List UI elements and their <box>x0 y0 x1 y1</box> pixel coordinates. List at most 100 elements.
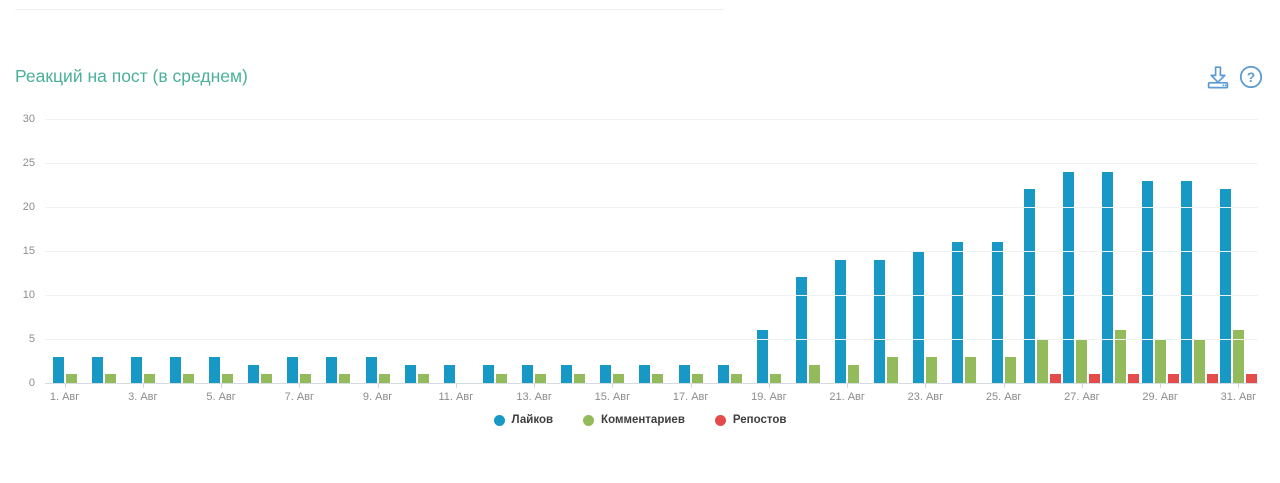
bar-комментариев-day-6[interactable] <box>261 374 273 383</box>
bar-репостов-day-30[interactable] <box>1206 374 1218 383</box>
bar-комментариев-day-8[interactable] <box>339 374 351 383</box>
bar-лайков-day-21[interactable] <box>835 259 847 383</box>
bar-комментариев-day-31[interactable] <box>1232 330 1244 383</box>
bar-репостов-day-26[interactable] <box>1050 374 1062 383</box>
legend-item-лайков[interactable]: Лайков <box>493 414 554 426</box>
bar-комментариев-day-29[interactable] <box>1154 339 1166 383</box>
bar-лайков-day-1[interactable] <box>52 356 64 383</box>
x-axis-label: 31. Авг <box>1220 391 1257 403</box>
bar-лайков-day-28[interactable] <box>1102 171 1114 383</box>
bar-комментариев-day-30[interactable] <box>1193 339 1205 383</box>
chart-title: Реакций на пост (в среднем) <box>15 66 248 86</box>
bar-комментариев-day-4[interactable] <box>182 374 194 383</box>
x-axis-tick <box>690 383 692 388</box>
bar-лайков-day-14[interactable] <box>561 365 573 383</box>
legend-label: Лайков <box>511 414 554 426</box>
bar-комментариев-day-28[interactable] <box>1115 330 1127 383</box>
bar-комментариев-day-23[interactable] <box>926 356 938 383</box>
bar-group-day-19 <box>749 119 788 383</box>
bar-комментариев-day-3[interactable] <box>143 374 155 383</box>
x-axis-label: 11. Авг <box>438 391 474 403</box>
bar-комментариев-day-17[interactable] <box>691 374 703 383</box>
bar-group-day-5 <box>202 119 241 383</box>
bar-лайков-day-19[interactable] <box>756 330 768 383</box>
bar-комментариев-day-25[interactable] <box>1004 356 1016 383</box>
bar-лайков-day-13[interactable] <box>522 365 534 383</box>
bar-лайков-day-27[interactable] <box>1063 171 1075 383</box>
bar-лайков-day-11[interactable] <box>443 365 455 383</box>
bar-комментариев-day-14[interactable] <box>574 374 586 383</box>
bar-лайков-day-9[interactable] <box>365 356 377 383</box>
bar-комментариев-day-24[interactable] <box>965 356 977 383</box>
bar-group-day-23 <box>906 119 945 383</box>
bar-лайков-day-23[interactable] <box>913 251 925 383</box>
y-axis-label: 30 <box>22 113 35 125</box>
bar-лайков-day-29[interactable] <box>1141 180 1153 383</box>
bar-group-day-26 <box>1023 119 1062 383</box>
legend-label: Комментариев <box>601 414 685 426</box>
bar-лайков-day-6[interactable] <box>248 365 260 383</box>
bar-комментариев-day-18[interactable] <box>730 374 742 383</box>
bar-лайков-day-5[interactable] <box>209 356 221 383</box>
download-icon[interactable] <box>1205 64 1231 90</box>
bar-лайков-day-20[interactable] <box>795 277 807 383</box>
bar-лайков-day-8[interactable] <box>326 356 338 383</box>
bar-лайков-day-25[interactable] <box>991 242 1003 383</box>
bar-комментариев-day-5[interactable] <box>222 374 234 383</box>
chart-legend: Лайков Комментариев Репостов <box>0 414 1280 426</box>
bar-лайков-day-16[interactable] <box>639 365 651 383</box>
bars-row <box>45 119 1258 383</box>
bar-лайков-day-4[interactable] <box>169 356 181 383</box>
bar-репостов-day-31[interactable] <box>1245 374 1257 383</box>
bar-комментариев-day-7[interactable] <box>300 374 312 383</box>
x-axis-tick <box>1160 383 1162 388</box>
bar-комментариев-day-22[interactable] <box>887 356 899 383</box>
x-axis-label: 27. Авг <box>1064 391 1100 403</box>
bar-group-day-17 <box>671 119 710 383</box>
x-axis-label: 29. Авг <box>1142 391 1178 403</box>
bar-комментариев-day-10[interactable] <box>417 374 429 383</box>
x-axis-tick <box>299 383 301 388</box>
bar-лайков-day-15[interactable] <box>600 365 612 383</box>
legend-item-репостов[interactable]: Репостов <box>714 414 786 426</box>
bar-лайков-day-7[interactable] <box>287 356 299 383</box>
legend-dot <box>583 414 595 426</box>
bar-комментариев-day-21[interactable] <box>848 365 860 383</box>
bar-лайков-day-22[interactable] <box>874 259 886 383</box>
bar-group-day-20 <box>788 119 827 383</box>
bar-лайков-day-30[interactable] <box>1180 180 1192 383</box>
bar-комментариев-day-27[interactable] <box>1076 339 1088 383</box>
y-axis-label: 0 <box>28 377 35 389</box>
bar-лайков-day-24[interactable] <box>952 242 964 383</box>
bar-комментариев-day-1[interactable] <box>65 374 77 383</box>
bar-комментариев-day-16[interactable] <box>652 374 664 383</box>
grid-line-10 <box>45 295 1258 296</box>
x-axis-tick <box>377 383 379 388</box>
bar-комментариев-day-19[interactable] <box>769 374 781 383</box>
bar-group-day-30 <box>1180 119 1219 383</box>
bar-лайков-day-17[interactable] <box>678 365 690 383</box>
bar-group-day-27 <box>1062 119 1101 383</box>
bar-комментариев-day-13[interactable] <box>535 374 547 383</box>
bar-лайков-day-12[interactable] <box>482 365 494 383</box>
bar-лайков-day-18[interactable] <box>717 365 729 383</box>
legend-item-комментариев[interactable]: Комментариев <box>583 414 685 426</box>
bar-комментариев-day-15[interactable] <box>613 374 625 383</box>
bar-лайков-day-31[interactable] <box>1219 189 1231 383</box>
x-axis-label: 13. Авг <box>516 391 552 403</box>
bar-group-day-8 <box>319 119 358 383</box>
bar-репостов-day-29[interactable] <box>1167 374 1179 383</box>
help-icon[interactable]: ? <box>1238 64 1264 90</box>
bar-комментариев-day-12[interactable] <box>495 374 507 383</box>
bar-лайков-day-3[interactable] <box>130 356 142 383</box>
bar-репостов-day-27[interactable] <box>1089 374 1101 383</box>
bar-комментариев-day-2[interactable] <box>104 374 116 383</box>
bar-комментариев-day-9[interactable] <box>378 374 390 383</box>
bar-лайков-day-26[interactable] <box>1024 189 1036 383</box>
bar-лайков-day-10[interactable] <box>404 365 416 383</box>
bar-репостов-day-28[interactable] <box>1128 374 1140 383</box>
bar-комментариев-day-20[interactable] <box>808 365 820 383</box>
bar-лайков-day-2[interactable] <box>91 356 103 383</box>
bar-комментариев-day-26[interactable] <box>1037 339 1049 383</box>
bar-group-day-28 <box>1101 119 1140 383</box>
